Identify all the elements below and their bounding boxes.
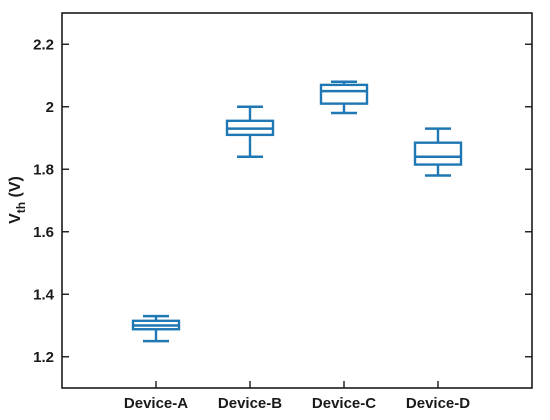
plot-frame [61,12,533,389]
box-device-d [413,127,463,177]
y-axis-title-subscript: th [14,202,28,213]
iqr-box [319,83,369,105]
box-device-c [319,80,369,115]
x-axis: Device-A Device-B Device-C Device-D [124,381,470,412]
y-tick-label: 2.2 [33,36,54,53]
y-tick-label: 1.8 [33,161,54,178]
y-axis-title-suffix: (V) [7,176,24,202]
y-axis: 1.2 1.4 1.6 1.8 2 2.2 [33,36,532,366]
x-category-label: Device-A [124,395,188,412]
box-series [131,80,463,343]
y-tick-label: 1.2 [33,349,54,366]
y-axis-title-main: V [7,213,24,224]
y-tick-label: 1.4 [33,286,55,303]
box-device-a [131,314,181,343]
y-tick-label: 2 [46,99,54,116]
iqr-box [413,141,463,166]
y-tick-label: 1.6 [33,224,54,241]
y-axis-title: Vth (V) [7,176,28,224]
x-category-label: Device-D [406,395,470,412]
x-category-label: Device-C [312,395,376,412]
box-device-b [225,105,275,158]
x-category-label: Device-B [218,395,282,412]
